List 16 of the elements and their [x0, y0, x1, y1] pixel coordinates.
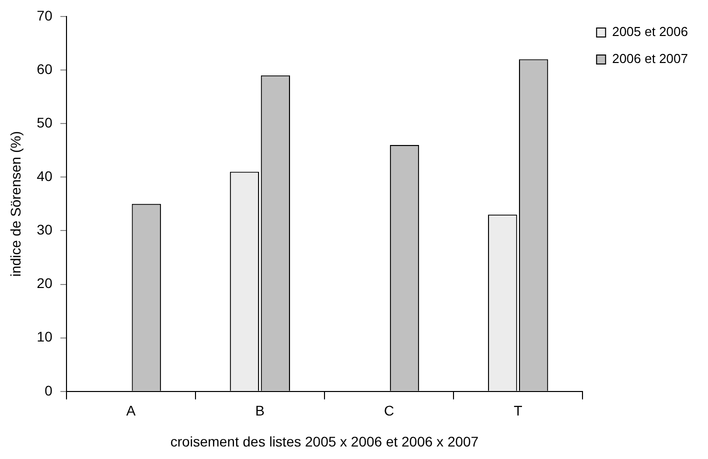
x-tick-label: B: [255, 402, 265, 419]
legend-label: 2006 et 2007: [612, 51, 688, 66]
legend-label: 2005 et 2006: [612, 24, 688, 40]
y-tick-label: 0: [44, 382, 53, 398]
x-axis-title: croisement des listes 2005 x 2006 et 2006 x 2007: [170, 433, 479, 450]
x-tick-label: A: [126, 402, 136, 419]
y-axis-title: indice de Sörensen (%): [7, 131, 24, 277]
y-tick-label: 60: [36, 60, 53, 77]
x-tick-label: T: [514, 402, 523, 419]
y-tick-label: 30: [36, 222, 53, 238]
y-tick-label: 40: [36, 168, 53, 184]
y-tick-label: 20: [36, 275, 53, 292]
y-tick-label: 50: [36, 114, 53, 130]
x-tick-label: C: [384, 402, 394, 419]
y-tick-label: 70: [36, 7, 53, 24]
y-tick-label: 10: [36, 328, 53, 345]
